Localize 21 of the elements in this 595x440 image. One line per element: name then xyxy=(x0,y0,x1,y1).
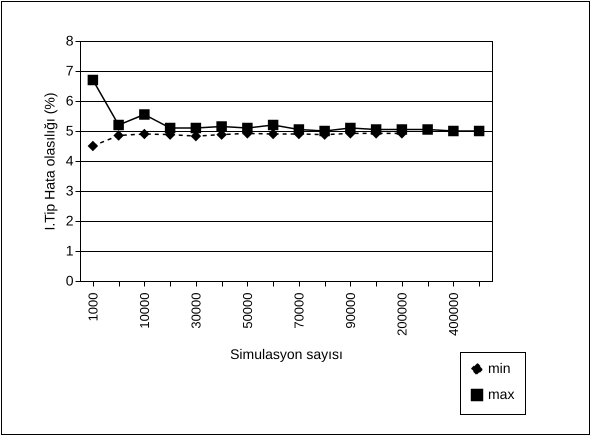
y-tick-label: 5 xyxy=(66,122,74,138)
legend-label: max xyxy=(488,386,514,402)
y-tick-label: 8 xyxy=(66,32,74,48)
y-tick-label: 6 xyxy=(66,92,74,108)
x-tick-label: 10000 xyxy=(136,292,152,329)
x-tick-label: 90000 xyxy=(342,292,358,329)
x-tick-label: 400000 xyxy=(446,292,461,336)
x-tick-label: 200000 xyxy=(394,292,410,336)
y-axis-title: I.Tip Hata olasılığı (%) xyxy=(42,92,58,230)
x-tick-label: 30000 xyxy=(188,292,204,329)
x-tick-label: 70000 xyxy=(291,292,306,329)
y-tick-label: 7 xyxy=(66,62,74,78)
y-tick-label: 3 xyxy=(66,182,74,198)
x-tick-label: 1000 xyxy=(85,292,100,322)
x-axis-title: Simulasyon sayısı xyxy=(230,346,343,362)
x-tick-label: 50000 xyxy=(240,292,255,329)
y-tick-label: 4 xyxy=(66,152,74,168)
legend-label: min xyxy=(488,360,511,376)
y-tick-label: 0 xyxy=(66,272,74,288)
y-tick-label: 2 xyxy=(66,212,74,228)
y-tick-label: 1 xyxy=(66,242,74,258)
